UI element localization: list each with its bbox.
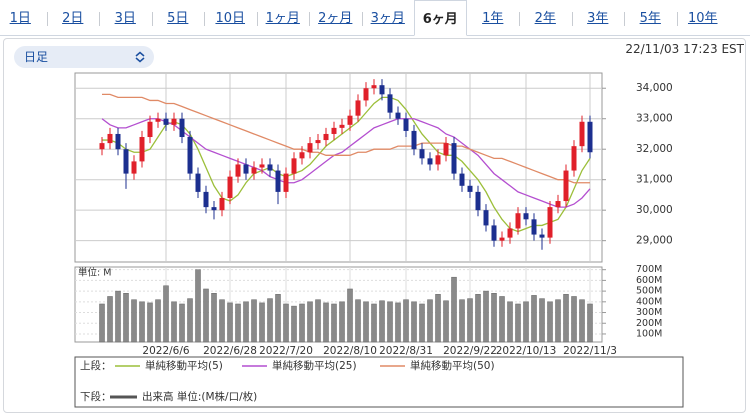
period-tab[interactable]: 5日: [151, 0, 205, 35]
period-tab[interactable]: 2年: [519, 0, 572, 35]
period-tab[interactable]: 1日: [9, 11, 31, 26]
period-tab[interactable]: 2日: [46, 0, 100, 35]
timestamp: 22/11/03 17:23 EST: [625, 42, 744, 56]
period-tab[interactable]: 6ヶ月: [414, 0, 467, 36]
period-tab[interactable]: 3日: [99, 0, 152, 35]
period-tab[interactable]: 1年: [482, 11, 504, 26]
chevron-icon: [135, 51, 145, 63]
period-tab[interactable]: 5年: [624, 0, 677, 35]
interval-dropdown[interactable]: 日足: [14, 46, 154, 68]
period-tab[interactable]: 3ヶ月: [361, 0, 415, 35]
period-tab[interactable]: 1ヶ月: [256, 0, 310, 35]
chart-panel: [3, 38, 746, 413]
period-tabs: 1日 2日 3日 5日 10日 1ヶ月 2ヶ月 3ヶ月 6ヶ月 1年 2年 3年 5年 10年: [0, 0, 750, 36]
interval-label: 日足: [24, 50, 49, 64]
period-tab[interactable]: 10日: [204, 0, 257, 35]
period-tab[interactable]: 10年: [676, 0, 730, 35]
period-tab[interactable]: 2ヶ月: [309, 0, 362, 35]
period-tab[interactable]: 3年: [571, 0, 625, 35]
